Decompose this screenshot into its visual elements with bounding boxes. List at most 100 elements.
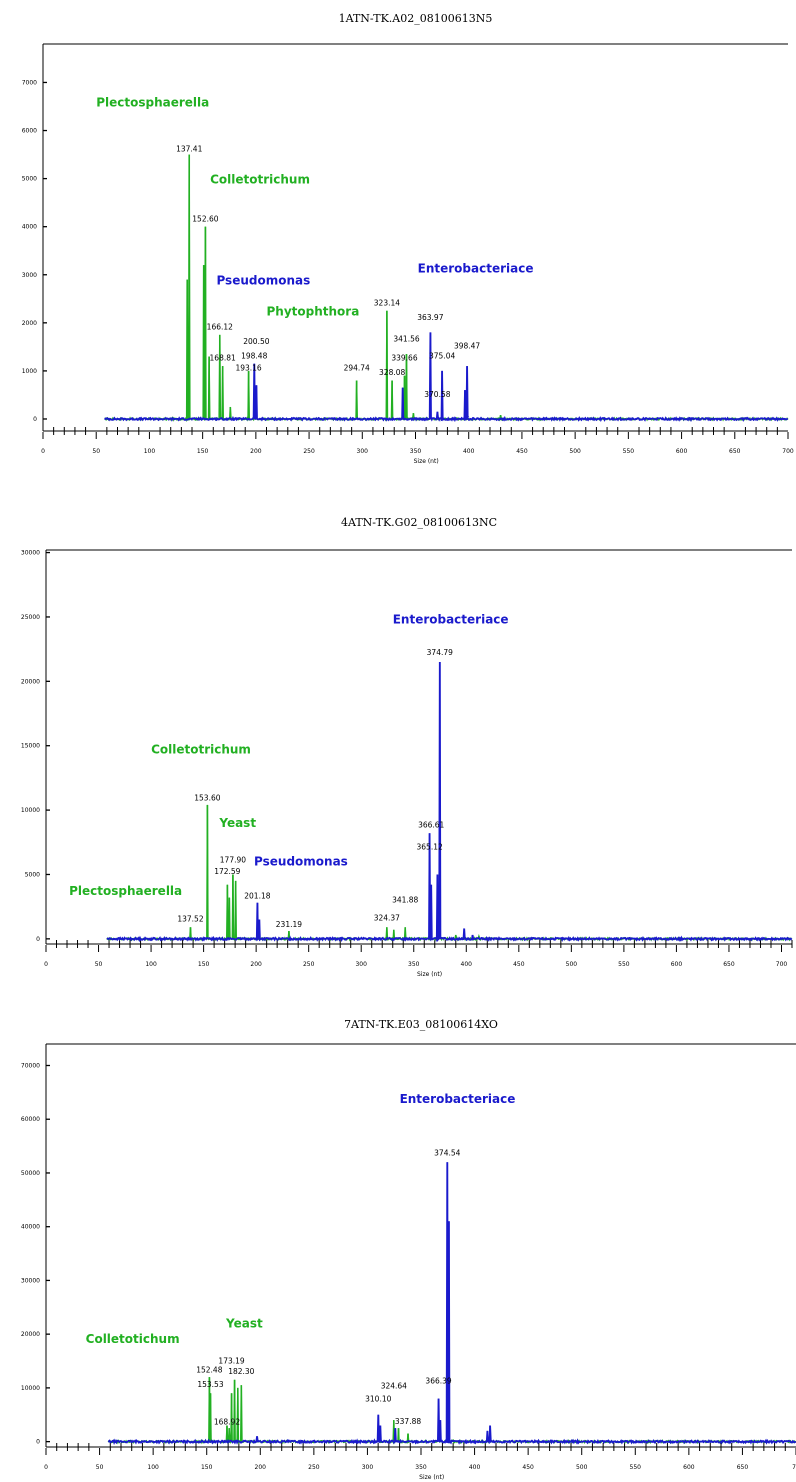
y-tick-label: 50000 — [21, 1170, 40, 1177]
x-tick-label: 50 — [96, 1464, 104, 1471]
y-tick-label: 2000 — [22, 320, 37, 327]
x-tick-label: 400 — [469, 1464, 481, 1471]
peak-label: 153.53 — [197, 1380, 223, 1389]
peak-label: 324.64 — [381, 1382, 407, 1391]
x-tick-label: 450 — [516, 448, 528, 455]
x-tick-label: 500 — [569, 448, 581, 455]
x-tick-label: 0 — [44, 961, 48, 968]
peak-label: 177.90 — [220, 855, 246, 864]
x-axis-label: Size (nt) — [417, 971, 442, 978]
taxon-annotation: Colletotrichum — [151, 742, 251, 756]
peak-label: 370.58 — [424, 390, 450, 399]
chart-title: 7ATN-TK.E03_08100614XO — [344, 1018, 498, 1031]
peak-label: 198.48 — [241, 351, 267, 360]
peak-label: 339.66 — [391, 354, 417, 363]
taxon-annotation: Colletotichum — [86, 1332, 180, 1346]
x-tick-label: 600 — [683, 1464, 695, 1471]
taxon-annotation: Enterobacteriace — [393, 612, 509, 626]
peak-label: 337.88 — [395, 1417, 421, 1426]
chart-panel-3: 7ATN-TK.E03_08100614XO 0 10000 20000 30000 40… — [21, 1018, 796, 1481]
peak-label: 172.59 — [214, 867, 240, 876]
peak-label: 310.10 — [365, 1395, 391, 1404]
x-tick-label: 650 — [737, 1464, 749, 1471]
x-tick-label: 700 — [776, 961, 788, 968]
y-tick-label: 1000 — [22, 368, 37, 375]
taxon-annotation: Phytophthora — [267, 305, 360, 319]
y-tick-label: 0 — [33, 416, 37, 423]
peak-label: 231.19 — [276, 920, 302, 929]
y-tick-label: 70000 — [21, 1062, 40, 1069]
peak-label: 137.41 — [176, 145, 202, 154]
x-tick-label: 0 — [44, 1464, 48, 1471]
peak-label: 375.04 — [429, 351, 455, 360]
y-tick-label: 5000 — [22, 176, 37, 183]
peak-label: 153.60 — [194, 794, 220, 803]
x-tick-label: 500 — [576, 1464, 588, 1471]
x-tick-label: 450 — [513, 961, 525, 968]
taxon-annotation: Pseudomonas — [254, 854, 348, 868]
taxon-annotation: Colletotrichum — [210, 172, 310, 186]
y-tick-label: 10000 — [21, 807, 40, 814]
y-tick-label: 30000 — [21, 1277, 40, 1284]
x-tick-label: 650 — [723, 961, 735, 968]
x-tick-label: 150 — [198, 961, 210, 968]
y-tick-label: 6000 — [22, 128, 37, 135]
chart-panel-2: 4ATN-TK.G02_08100613NC050001000015000200… — [21, 516, 793, 978]
x-tick-label: 0 — [41, 448, 45, 455]
x-tick-label: 300 — [355, 961, 367, 968]
x-tick-label: 300 — [362, 1464, 374, 1471]
x-tick-label: 450 — [522, 1464, 534, 1471]
x-axis-label: Size (nt) — [419, 1474, 444, 1481]
x-tick-label: 350 — [408, 961, 420, 968]
x-tick-label: 100 — [147, 1464, 159, 1471]
peak-label: 374.54 — [434, 1148, 460, 1157]
series-trace-green — [106, 804, 792, 942]
x-tick-label: 550 — [630, 1464, 642, 1471]
taxon-annotation: Enterobacteriace — [400, 1092, 516, 1106]
x-tick-label: 550 — [618, 961, 630, 968]
y-tick-label: 4000 — [22, 224, 37, 231]
x-tick-label: 50 — [92, 448, 100, 455]
x-tick-label: 50 — [95, 961, 103, 968]
series-trace-blue — [107, 1162, 796, 1445]
peak-label: 152.60 — [192, 214, 218, 223]
y-tick-label: 5000 — [25, 871, 40, 878]
x-tick-label: 250 — [308, 1464, 320, 1471]
peak-label: 328.08 — [379, 368, 405, 377]
y-tick-label: 0 — [36, 936, 40, 943]
x-tick-label: 200 — [250, 448, 262, 455]
x-tick-label: 100 — [145, 961, 157, 968]
y-tick-label: 40000 — [21, 1224, 40, 1231]
series-trace-green — [104, 154, 789, 423]
x-tick-label: 650 — [729, 448, 741, 455]
chart-title: 4ATN-TK.G02_08100613NC — [341, 516, 497, 529]
peak-label: 201.18 — [244, 892, 270, 901]
y-tick-label: 30000 — [21, 550, 40, 557]
taxon-annotation: Enterobacteriace — [418, 261, 534, 275]
x-tick-label: 500 — [566, 961, 578, 968]
peak-label: 324.37 — [374, 913, 400, 922]
taxon-annotation: Pseudomonas — [216, 273, 310, 287]
peak-label: 168.81 — [210, 354, 236, 363]
taxon-annotation: Yeast — [218, 816, 256, 830]
chart-title: 1ATN-TK.A02_08100613N5 — [339, 12, 493, 25]
x-tick-label: 400 — [463, 448, 475, 455]
x-tick-label: 350 — [410, 448, 422, 455]
y-tick-label: 20000 — [21, 1331, 40, 1338]
taxon-annotation: Yeast — [225, 1317, 263, 1331]
peak-label: 363.97 — [417, 313, 443, 322]
peak-label: 152.48 — [196, 1366, 222, 1375]
y-tick-label: 0 — [36, 1439, 40, 1446]
series-trace-blue — [103, 332, 789, 423]
y-tick-label: 15000 — [21, 743, 40, 750]
peak-label: 374.79 — [427, 648, 453, 657]
peak-label: 323.14 — [374, 298, 400, 307]
x-tick-label: 600 — [671, 961, 683, 968]
x-tick-label: 350 — [415, 1464, 427, 1471]
y-tick-label: 60000 — [21, 1116, 40, 1123]
peak-label: 193.16 — [235, 363, 261, 372]
x-tick-label: 150 — [201, 1464, 213, 1471]
x-tick-label: 300 — [357, 448, 369, 455]
x-tick-label: 200 — [250, 961, 262, 968]
x-tick-label: 250 — [303, 961, 315, 968]
